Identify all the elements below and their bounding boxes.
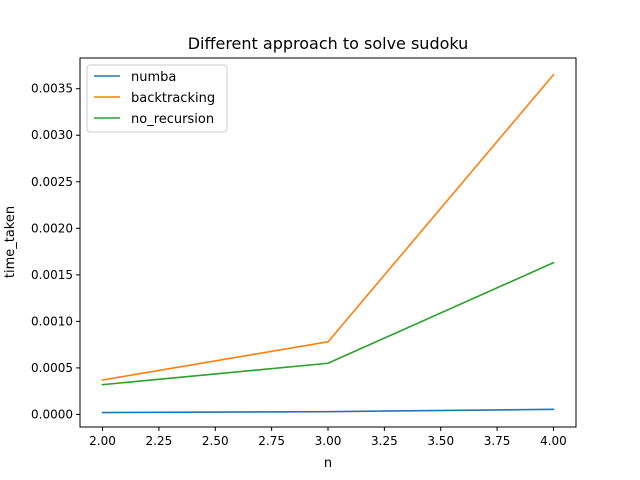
y-tick-label: 0.0000 [31, 407, 73, 421]
x-tick-label: 2.00 [89, 434, 116, 448]
y-tick-label: 0.0010 [31, 314, 73, 328]
x-tick-label: 4.00 [540, 434, 567, 448]
y-axis-ticks: 0.0000 0.0005 0.0010 0.0015 0.0020 0.0025 0.00… [31, 82, 80, 421]
x-tick-label: 3.25 [371, 434, 398, 448]
series-line-backtracking [101, 73, 555, 381]
plot-area [79, 57, 577, 428]
x-tick-label: 2.25 [146, 434, 173, 448]
y-tick-label: 0.0005 [31, 361, 73, 375]
y-tick-label: 0.0020 [31, 221, 73, 235]
x-tick-label: 2.50 [202, 434, 229, 448]
legend-label-backtracking: backtracking [131, 91, 215, 106]
y-tick-label: 0.0035 [31, 82, 73, 96]
chart-title: Different approach to solve sudoku [188, 34, 469, 53]
y-tick-label: 0.0015 [31, 268, 73, 282]
series-layer [101, 73, 555, 414]
legend: numba backtracking no_recursion [86, 64, 228, 133]
x-axis-label: n [324, 456, 332, 471]
x-tick-label: 3.00 [315, 434, 342, 448]
x-axis-ticks: 2.00 2.25 2.50 2.75 3.00 3.25 3.50 3.75 4.00 [89, 427, 567, 448]
legend-label-no-recursion: no_recursion [131, 112, 214, 127]
y-tick-label: 0.0025 [31, 175, 73, 189]
x-tick-label: 3.50 [427, 434, 454, 448]
legend-label-numba: numba [131, 70, 176, 85]
series-line-no-recursion [101, 261, 555, 386]
y-axis-label: time_taken [3, 206, 18, 278]
x-tick-label: 2.75 [258, 434, 285, 448]
x-tick-label: 3.75 [484, 434, 511, 448]
series-line-numba [101, 408, 555, 414]
y-tick-label: 0.0030 [31, 128, 73, 142]
legend-box [86, 64, 228, 133]
